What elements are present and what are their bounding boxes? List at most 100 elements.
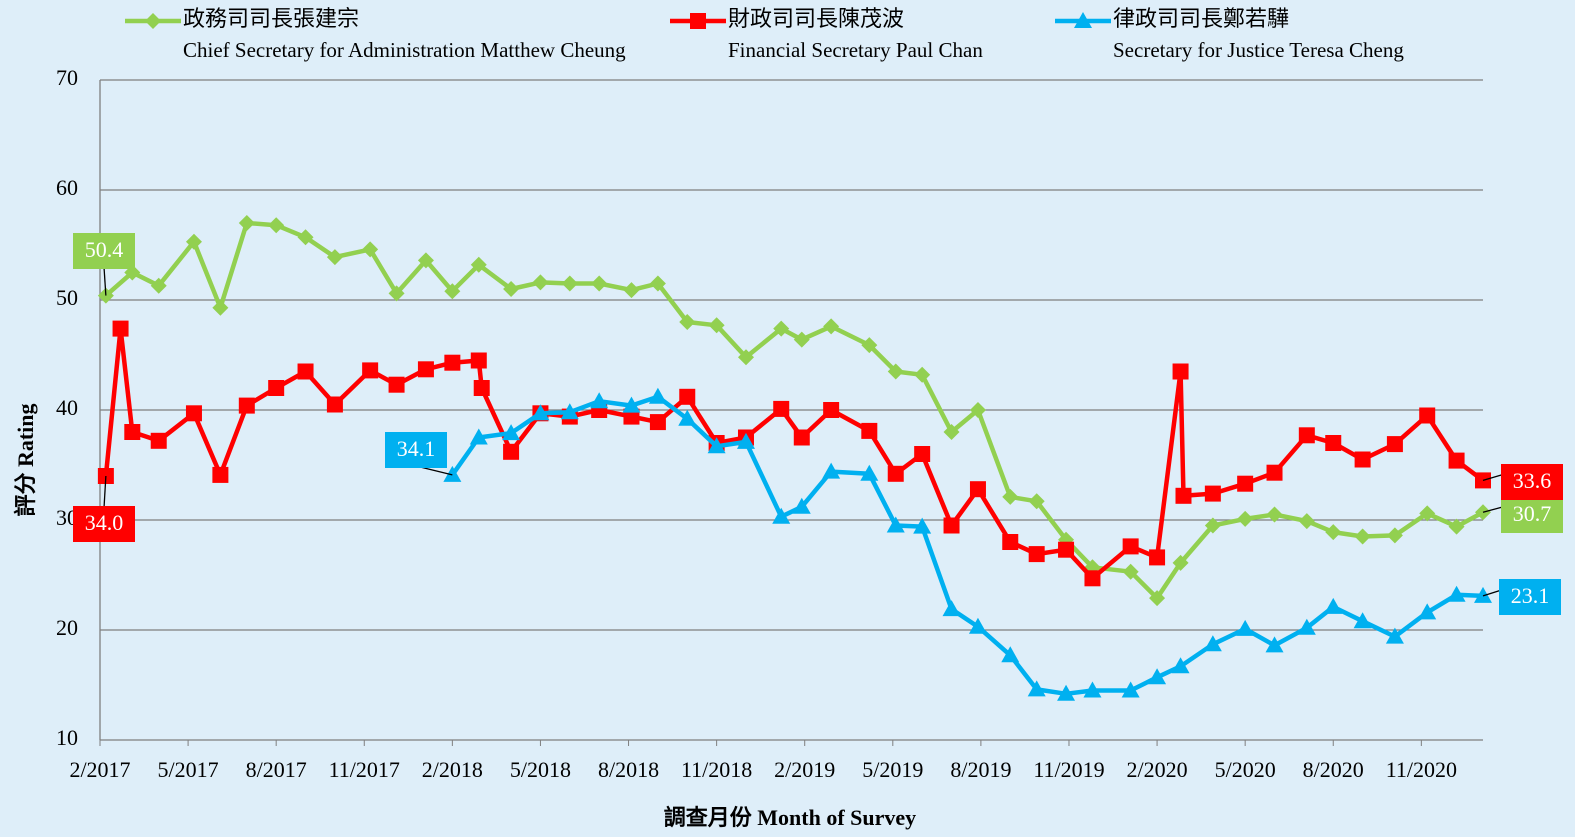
marker: [1172, 363, 1189, 380]
marker: [326, 396, 343, 413]
marker: [212, 466, 229, 483]
x-tick-label: 5/2020: [1215, 757, 1276, 782]
legend-label-en: Secretary for Justice Teresa Cheng: [1113, 38, 1404, 62]
marker: [1122, 538, 1139, 555]
marker: [1419, 407, 1436, 424]
marker: [470, 256, 487, 273]
marker: [649, 414, 666, 431]
marker: [622, 396, 641, 413]
marker: [887, 465, 904, 482]
marker: [1148, 668, 1167, 685]
marker: [1058, 541, 1075, 558]
marker: [1386, 436, 1403, 453]
marker: [1448, 452, 1465, 469]
marker: [1204, 485, 1221, 502]
data-label-box: [1501, 497, 1563, 533]
marker: [444, 354, 461, 371]
marker: [1122, 563, 1139, 580]
x-tick-label: 8/2020: [1303, 757, 1364, 782]
marker: [1418, 603, 1437, 620]
marker: [1149, 590, 1166, 607]
marker: [823, 318, 840, 335]
data-label-box: [73, 506, 135, 542]
marker: [268, 217, 285, 234]
marker: [861, 337, 878, 354]
marker: [914, 446, 931, 462]
marker: [388, 285, 405, 302]
marker: [1237, 475, 1254, 492]
x-tick-label: 11/2017: [329, 757, 400, 782]
marker: [417, 252, 434, 269]
data-label-box: [1499, 579, 1561, 615]
marker: [1028, 493, 1045, 510]
legend-label-en: Chief Secretary for Administration Matth…: [183, 38, 626, 62]
marker: [362, 362, 379, 379]
marker: [560, 403, 579, 420]
marker: [531, 404, 550, 421]
data-label: 23.1: [1511, 583, 1550, 608]
x-tick-label: 2/2017: [69, 757, 130, 782]
y-tick-label: 70: [56, 65, 78, 90]
marker: [678, 409, 697, 426]
marker: [1474, 586, 1492, 603]
marker: [1448, 518, 1465, 535]
data-label-box: [1501, 464, 1563, 500]
marker: [914, 366, 931, 383]
x-tick-label: 5/2017: [158, 757, 219, 782]
data-label: 30.7: [1513, 501, 1552, 526]
marker: [443, 465, 462, 482]
marker: [1002, 488, 1019, 505]
y-tick-label: 60: [56, 175, 78, 200]
marker: [1084, 570, 1101, 587]
marker: [968, 617, 987, 634]
marker: [532, 274, 549, 291]
marker: [1237, 510, 1254, 527]
x-tick-label: 2/2020: [1127, 757, 1188, 782]
marker: [212, 299, 229, 316]
marker: [1386, 527, 1403, 544]
data-label: 33.6: [1513, 468, 1552, 493]
x-tick-label: 11/2019: [1033, 757, 1104, 782]
marker: [1266, 464, 1283, 481]
data-label: 34.0: [85, 510, 124, 535]
marker: [503, 281, 520, 297]
y-tick-label: 40: [56, 395, 78, 420]
marker: [690, 13, 706, 29]
marker: [297, 229, 314, 246]
marker: [1298, 427, 1315, 444]
marker: [649, 275, 666, 292]
x-tick-label: 11/2018: [681, 757, 752, 782]
x-tick-label: 8/2017: [246, 757, 307, 782]
marker: [591, 275, 608, 292]
leader-line: [103, 266, 107, 296]
series-line: [450, 394, 1484, 697]
marker: [268, 380, 285, 396]
marker: [773, 400, 790, 417]
marker: [1298, 513, 1315, 530]
marker: [326, 249, 343, 266]
marker: [185, 233, 202, 250]
marker: [417, 361, 434, 378]
marker: [1204, 517, 1221, 534]
x-tick-label: 5/2018: [510, 757, 571, 782]
marker: [362, 241, 379, 258]
marker: [238, 397, 255, 414]
data-label: 34.1: [397, 436, 436, 461]
marker: [793, 429, 810, 446]
marker: [737, 349, 754, 366]
marker: [238, 215, 255, 231]
marker: [1419, 505, 1436, 522]
marker: [1083, 681, 1102, 698]
marker: [792, 497, 811, 514]
marker: [942, 600, 961, 617]
x-tick-label: 2/2018: [422, 757, 483, 782]
marker: [444, 283, 461, 300]
x-tick-label: 8/2018: [598, 757, 659, 782]
marker: [708, 317, 725, 334]
marker: [943, 424, 960, 440]
marker: [1385, 627, 1404, 644]
marker: [1447, 585, 1466, 602]
marker: [503, 443, 520, 460]
marker: [185, 405, 202, 422]
marker: [112, 320, 129, 337]
